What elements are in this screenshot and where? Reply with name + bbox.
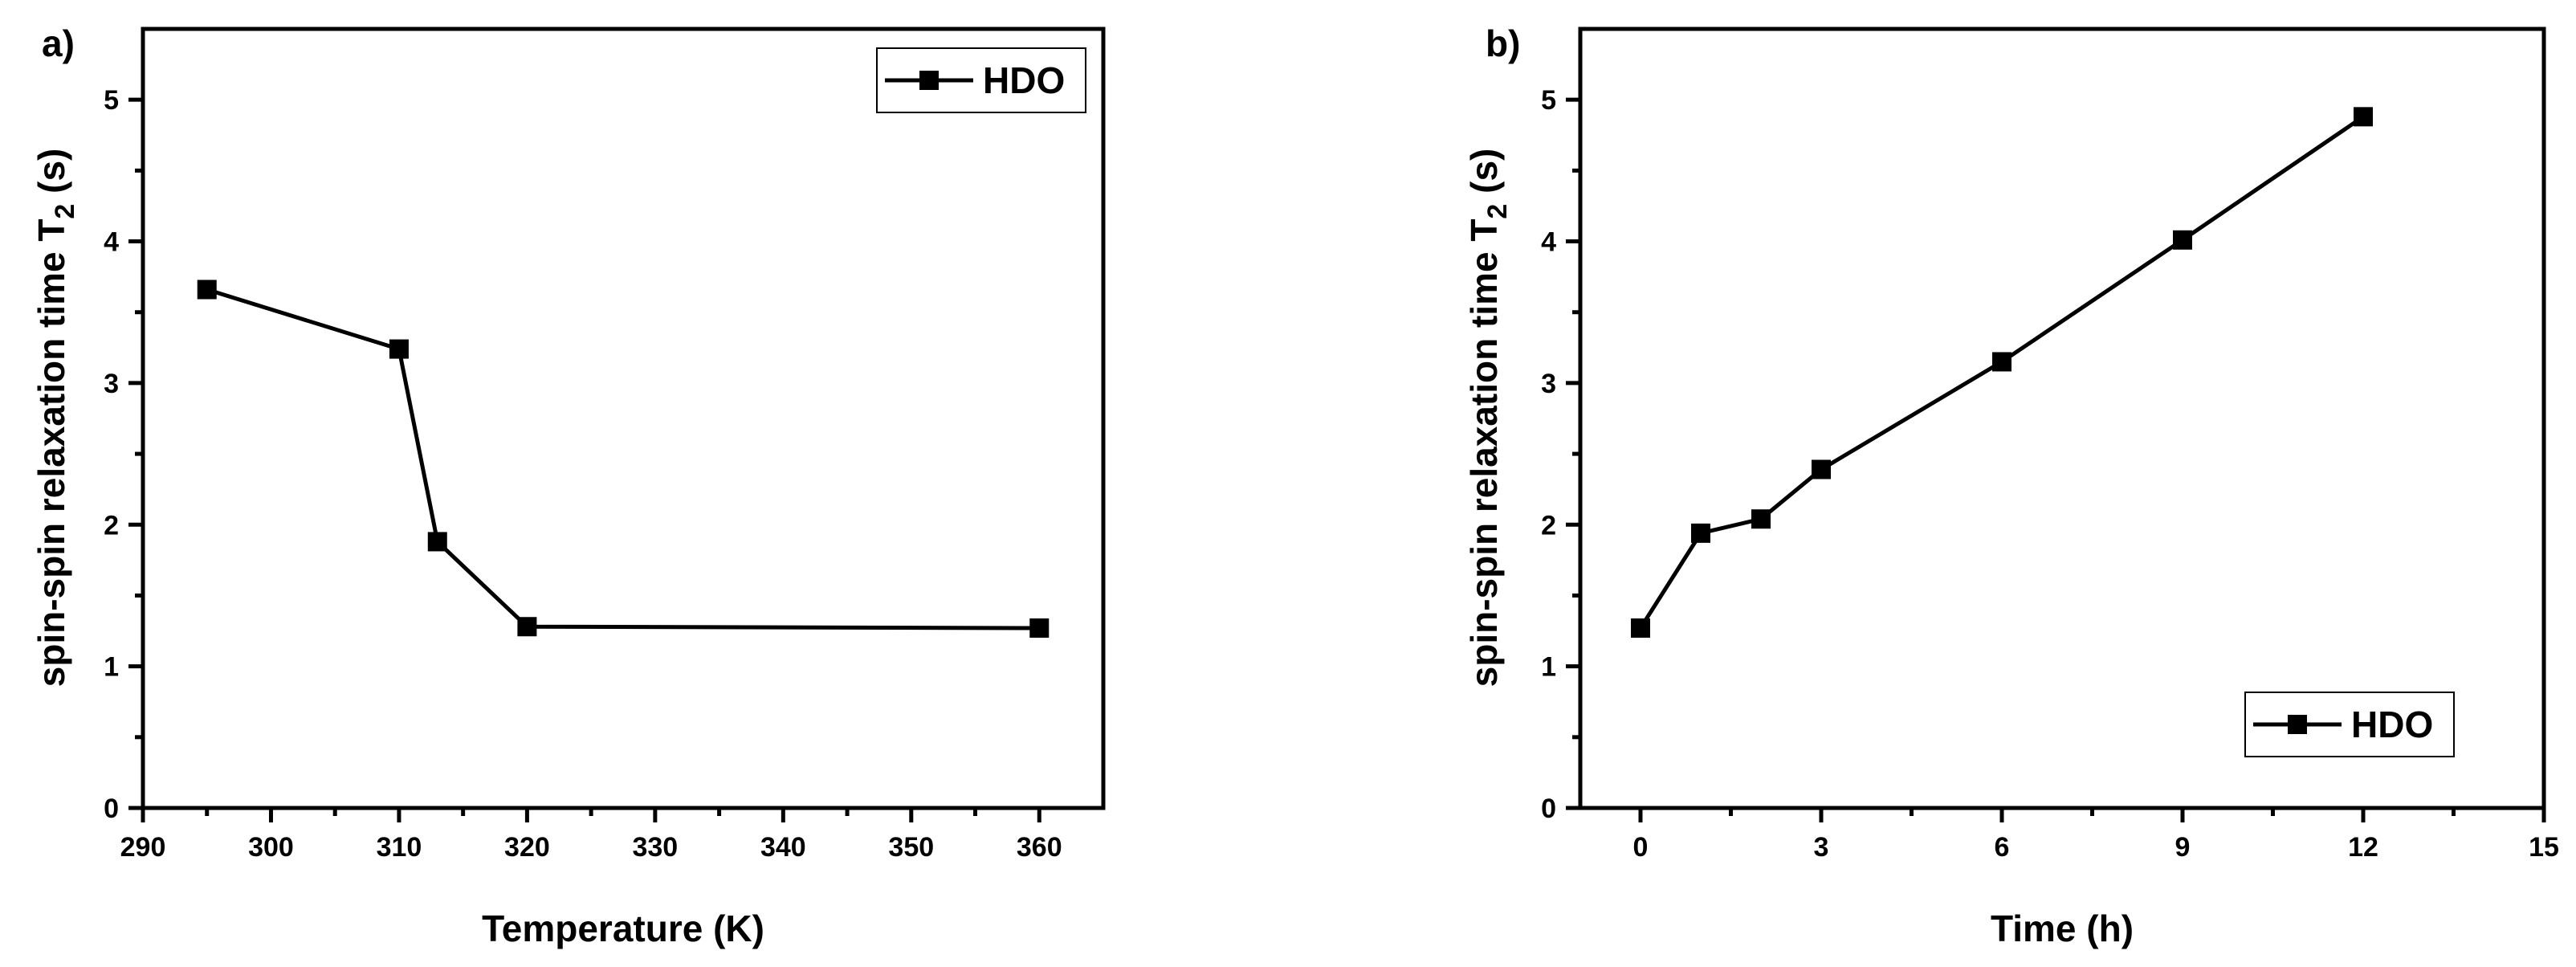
panel-b-x-tick-label: 9 — [2175, 832, 2191, 863]
panel-a-x-tick-label: 290 — [120, 832, 166, 863]
panel-a-legend-marker — [919, 71, 939, 90]
panel-b-y-tick-label: 2 — [1541, 510, 1556, 541]
panel-a-y-axis-title: spin-spin relaxation time T2 (s) — [31, 149, 80, 688]
panel-b-x-axis-title: Time (h) — [1991, 908, 2134, 949]
panel-b-data-point — [1751, 509, 1771, 529]
panel-a-y-axis-title-unit: (s) — [31, 149, 72, 204]
panel-b-x-tick-label: 0 — [1633, 832, 1649, 863]
panel-a-series — [197, 279, 1050, 639]
panel-a-data-point — [427, 532, 447, 552]
panel-a-label: a) — [42, 22, 75, 64]
panel-b-y-tick-label: 3 — [1541, 369, 1556, 399]
panel-b-y-tick-label: 0 — [1541, 794, 1556, 824]
panel-a-x-tick-label: 310 — [377, 832, 422, 863]
panel-b-y-tick-label: 1 — [1541, 652, 1556, 683]
panel-a-plot-frame — [141, 27, 1106, 810]
panel-b-data-point — [2354, 107, 2373, 127]
panel-a-legend: HDO — [876, 47, 1086, 113]
panel-b-y-tick-label: 5 — [1541, 85, 1556, 116]
panel-b-data-point — [1992, 352, 2011, 372]
panel-b-x-tick-label: 3 — [1814, 832, 1829, 863]
panel-a-y-tick-label: 0 — [104, 794, 119, 824]
panel-a-y-tick-label: 5 — [104, 85, 119, 116]
panel-a-legend-label: HDO — [983, 59, 1065, 101]
panel-b-legend-label: HDO — [2351, 704, 2433, 745]
panel-b-label: b) — [1486, 22, 1520, 64]
panel-a-data-point — [517, 617, 537, 637]
panel-b-legend: HDO — [2244, 692, 2455, 757]
panel-b-y-tick-label: 4 — [1541, 227, 1556, 258]
panel-b-y-axis-title-main: spin-spin relaxation time T — [1463, 219, 1505, 688]
panel-b-y-axis-title-unit: (s) — [1463, 149, 1505, 204]
panel-a-x-tick-label: 330 — [632, 832, 678, 863]
panel-a-x-tick-label: 340 — [760, 832, 806, 863]
panel-a-x-tick-label: 300 — [248, 832, 294, 863]
panel-a-x-tick-label: 350 — [888, 832, 934, 863]
panel-b-time: b) Time (h) spin-spin relaxation time T2… — [1463, 22, 2559, 949]
panel-a-series-line — [206, 288, 1040, 630]
panel-a-x-axis-title: Temperature (K) — [482, 908, 764, 949]
panel-b-legend-marker — [2288, 715, 2307, 734]
panel-b-x-tick-label: 6 — [1995, 832, 2010, 863]
panel-b-data-point — [1631, 618, 1650, 639]
panel-b-y-axis-title: spin-spin relaxation time T2 (s) — [1463, 149, 1513, 688]
panel-a-y-axis-title-main: spin-spin relaxation time T — [31, 219, 72, 688]
panel-a-x-tick-label: 360 — [1017, 832, 1062, 863]
panel-b-data-point — [1812, 459, 1831, 479]
panel-a-y-axis-title-subscript: 2 — [50, 204, 80, 219]
panel-a-temperature: a) Temperature (K) spin-spin relaxation … — [31, 22, 1106, 949]
panel-a-ticks: 290 300 310 320 330 340 350 360 0 1 2 3 4 5 — [104, 85, 1062, 863]
panel-b-y-axis-title-subscript: 2 — [1482, 204, 1513, 219]
panel-b-series — [1631, 107, 2373, 639]
panel-b-data-point — [1691, 523, 1710, 543]
panel-a-data-point — [1029, 618, 1050, 639]
panel-a-y-tick-label: 4 — [104, 227, 119, 258]
panel-a-x-tick-label: 320 — [504, 832, 550, 863]
panel-b-data-point — [2173, 230, 2192, 250]
panel-b-plot-frame — [1578, 27, 2546, 810]
panel-b-series-line — [1638, 115, 2365, 630]
panel-b-x-tick-label: 15 — [2529, 832, 2559, 863]
panel-a-y-tick-label: 2 — [104, 510, 119, 541]
panel-a-y-tick-label: 3 — [104, 369, 119, 399]
panel-b-x-tick-label: 12 — [2348, 832, 2378, 863]
panel-a-y-tick-label: 1 — [104, 652, 119, 683]
panel-a-data-point — [389, 339, 409, 359]
panel-a-data-point — [197, 279, 217, 300]
